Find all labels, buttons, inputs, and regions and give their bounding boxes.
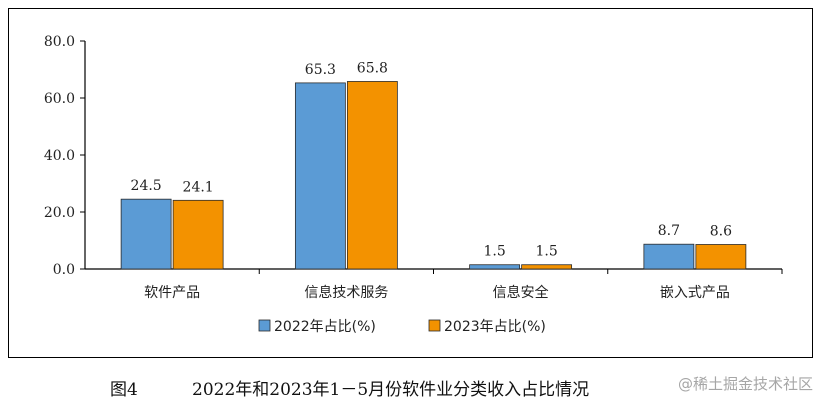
legend-label: 2023年占比(%) — [444, 319, 546, 335]
y-tick-label: 0.0 — [53, 262, 75, 278]
bar-series2 — [346, 81, 398, 270]
figure-number: 图4 — [110, 380, 138, 400]
x-category-label: 信息技术服务 — [304, 284, 388, 301]
bar-series1 — [294, 82, 346, 270]
data-label: 1.5 — [483, 244, 505, 260]
legend-label: 2022年占比(%) — [274, 319, 376, 335]
data-label: 8.6 — [710, 223, 732, 239]
x-category-label: 嵌入式产品 — [660, 285, 730, 301]
data-label: 24.5 — [131, 178, 162, 194]
bar-series2 — [695, 244, 747, 270]
bar-series2 — [521, 264, 573, 270]
figure-title: 2022年和2023年1－5月份软件业分类收入占比情况 — [192, 380, 590, 400]
data-label: 24.1 — [183, 179, 214, 195]
data-label: 1.5 — [535, 244, 557, 260]
y-tick-label: 60.0 — [44, 91, 75, 107]
figure-caption: 图4 2022年和2023年1－5月份软件业分类收入占比情况 @稀土掘金技术社区 — [0, 367, 825, 403]
bar-chart: 0.0 20.0 40.0 60.0 80.0 24.5 24.1 软件产品 65.3 65.8 信… — [44, 34, 783, 335]
y-tick-label: 80.0 — [44, 34, 75, 50]
bar-series1 — [469, 264, 521, 270]
bar-series1 — [120, 198, 172, 270]
watermark: @稀土掘金技术社区 — [677, 375, 813, 393]
bar-series1 — [643, 243, 695, 270]
chart-frame: 0.0 20.0 40.0 60.0 80.0 24.5 24.1 软件产品 65.3 65.8 信… — [8, 8, 813, 358]
data-label: 65.8 — [357, 60, 388, 76]
legend-swatch — [428, 319, 441, 332]
data-label: 8.7 — [658, 223, 680, 239]
bar-series2 — [172, 199, 224, 270]
y-tick-label: 20.0 — [44, 205, 75, 221]
legend-swatch — [258, 319, 271, 332]
y-tick-label: 40.0 — [44, 148, 75, 164]
data-label: 65.3 — [305, 62, 336, 78]
x-category-label: 信息安全 — [493, 284, 549, 301]
x-category-label: 软件产品 — [144, 285, 200, 301]
